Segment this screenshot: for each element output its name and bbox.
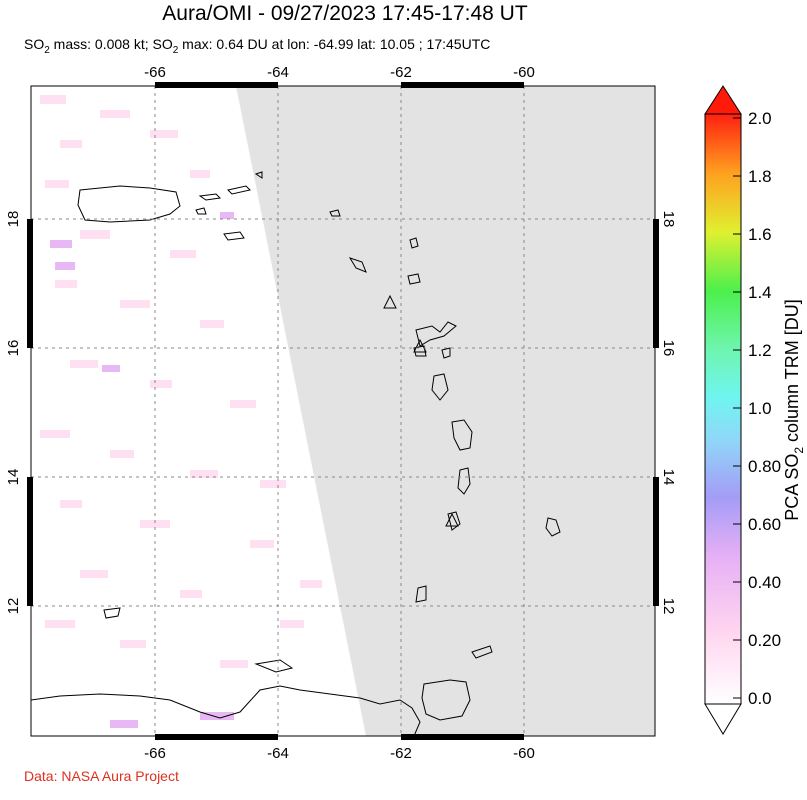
colorbar-tick-label: 1.2 [748,341,772,360]
lat-label-right: 14 [660,469,677,486]
colorbar-tick-label: 0.40 [748,573,781,592]
lat-label-left: 16 [5,340,22,357]
colorbar-min-arrow [704,703,742,735]
lon-label-bottom: -62 [390,745,412,762]
lon-label-top: -62 [390,64,412,81]
colorbar-ramp [704,113,742,705]
colorbar-tick-label: 0.80 [748,457,781,476]
lon-label-top: -64 [267,64,289,81]
volcano-icon [413,338,427,353]
lon-label-bottom: -66 [144,745,166,762]
lat-label-left: 18 [5,211,22,228]
lat-label-right: 16 [660,340,677,357]
trinidad [421,679,471,721]
colorbar-max-arrow [704,85,742,115]
data-credit: Data: NASA Aura Project [24,768,179,784]
data-layer [40,86,655,736]
colorbar-tick-label: 1.8 [748,167,772,186]
lat-label-left: 12 [5,598,22,615]
graticule [31,86,655,736]
volcano-icon [383,294,397,309]
colorbar-tick-label: 2.0 [748,109,772,128]
lon-label-top: -60 [513,64,535,81]
lon-label-top: -66 [144,64,166,81]
frame-bands [27,82,659,740]
lat-label-right: 12 [660,598,677,615]
lat-labels: 18 16 14 12 18 16 14 12 [5,211,677,615]
so2-pixels [40,95,322,668]
map-frame [30,85,656,737]
lat-label-left: 14 [5,469,22,486]
lon-labels: -66 -64 -62 -60 -66 -64 -62 -60 [144,64,535,762]
colorbar-title: PCA SO2 column TRM [DU] [782,299,806,520]
puerto-rico [77,185,181,223]
lon-label-bottom: -64 [267,745,289,762]
volcano-icon [445,512,459,527]
lat-label-right: 18 [660,211,677,228]
lon-label-bottom: -60 [513,745,535,762]
colorbar-tick-label: 1.4 [748,283,772,302]
colorbar: 2.0 1.8 1.6 1.4 1.2 1.0 0.80 0.60 0.40 0… [704,85,806,735]
map-title: Aura/OMI - 09/27/2023 17:45-17:48 UT [162,2,528,25]
venezuela-coast [31,685,421,736]
colorbar-tick-label: 0.20 [748,631,781,650]
colorbar-tick-label: 1.0 [748,399,772,418]
no-data-region [236,86,655,736]
coastlines [31,171,561,736]
colorbar-tick-label: 0.0 [748,689,772,708]
so2-pixels-strong [50,212,234,728]
volcano-markers [383,294,459,527]
colorbar-tick-label: 0.60 [748,515,781,534]
colorbar-tick-label: 1.6 [748,225,772,244]
map-subtitle: SO2 mass: 0.008 kt; SO2 max: 0.64 DU at … [24,36,491,56]
